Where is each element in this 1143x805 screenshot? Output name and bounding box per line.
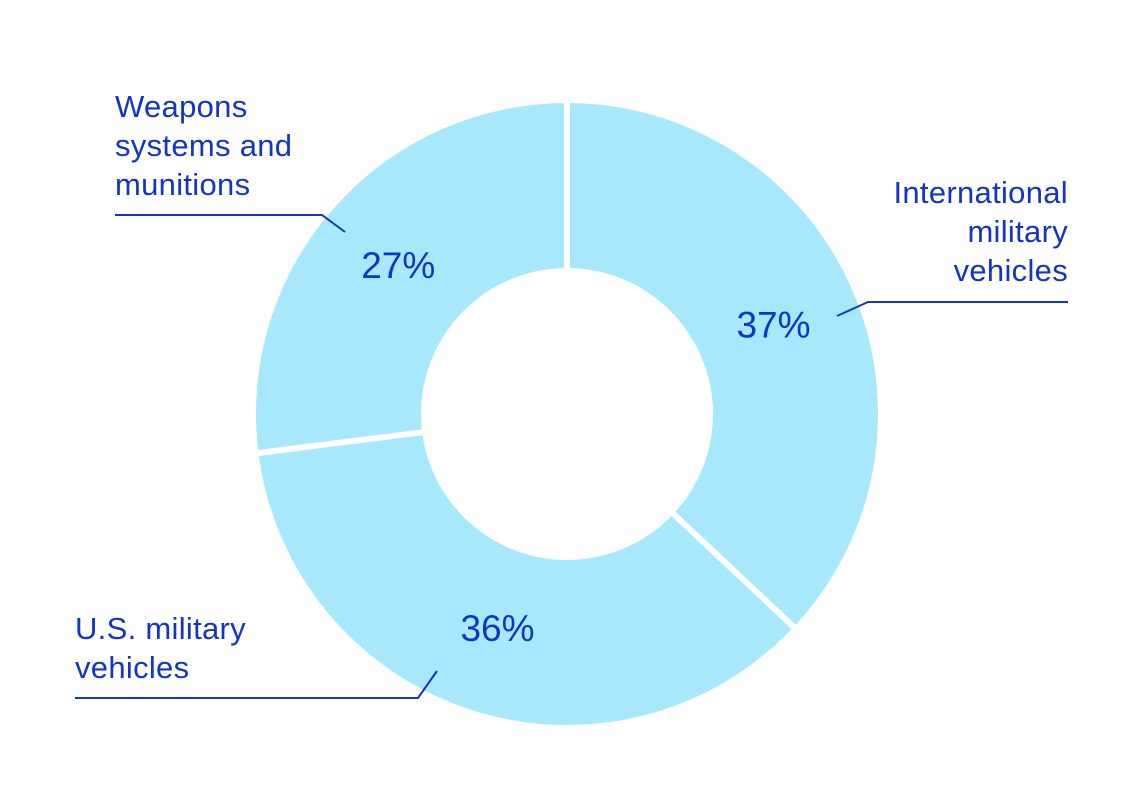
category-label-line: International [893, 175, 1068, 210]
category-label-international-military-vehicles: International military vehicles [893, 175, 1068, 288]
value-labels: 37% 36% 27% [361, 245, 810, 649]
category-label-weapons-systems-and-munitions: Weapons systems and munitions [115, 89, 292, 202]
category-label-line: munitions [115, 167, 250, 202]
category-label-line: military [967, 214, 1068, 249]
value-label-u-s-military-vehicles: 36% [460, 608, 534, 649]
slice-u-s-military-vehicles [258, 432, 794, 725]
slice-international-military-vehicles [567, 103, 878, 627]
leader-lines [75, 214, 1068, 699]
category-label-line: vehicles [75, 650, 189, 685]
leader-line-weapons-systems-and-munitions [115, 214, 346, 233]
leader-line-u-s-military-vehicles [75, 670, 438, 699]
slice-separator [669, 510, 798, 631]
donut-slices [255, 103, 878, 725]
leader-line-international-military-vehicles [836, 301, 1068, 317]
category-label-line: systems and [115, 128, 292, 163]
slice-weapons-systems-and-munitions [255, 103, 567, 453]
category-label-line: Weapons [115, 89, 248, 124]
value-label-weapons-systems-and-munitions: 27% [361, 245, 435, 286]
value-label-international-military-vehicles: 37% [736, 305, 810, 346]
slice-separators [256, 101, 798, 631]
slice-separator [256, 429, 425, 457]
category-label-u-s-military-vehicles: U.S. military vehicles [75, 611, 246, 685]
category-label-line: vehicles [954, 253, 1068, 288]
category-label-line: U.S. military [75, 611, 246, 646]
